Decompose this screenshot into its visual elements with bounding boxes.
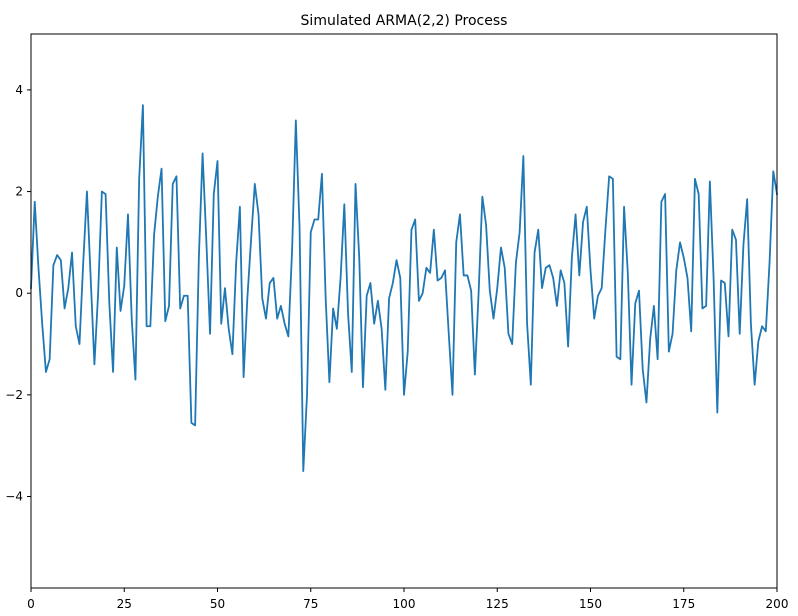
x-tick-label: 150 xyxy=(579,597,602,611)
x-tick-label: 25 xyxy=(117,597,132,611)
x-tick-label: 50 xyxy=(210,597,225,611)
x-tick-label: 0 xyxy=(27,597,35,611)
x-tick-label: 125 xyxy=(486,597,509,611)
x-tick-label: 200 xyxy=(766,597,789,611)
y-tick-label: 2 xyxy=(15,185,23,199)
x-tick-label: 100 xyxy=(393,597,416,611)
series-line-0 xyxy=(30,104,779,473)
y-tick-label: 0 xyxy=(15,286,23,300)
plot-area: 0 25 50 75 100 125 150 175 200 4 2 0 −2 −4 xyxy=(5,33,789,611)
x-tick-label: 75 xyxy=(303,597,318,611)
y-tick-label: −4 xyxy=(5,490,23,504)
y-tick-label: −2 xyxy=(5,388,23,402)
y-tick-label: 4 xyxy=(15,83,23,97)
x-tick-label: 175 xyxy=(672,597,695,611)
chart-title: Simulated ARMA(2,2) Process xyxy=(301,13,508,29)
